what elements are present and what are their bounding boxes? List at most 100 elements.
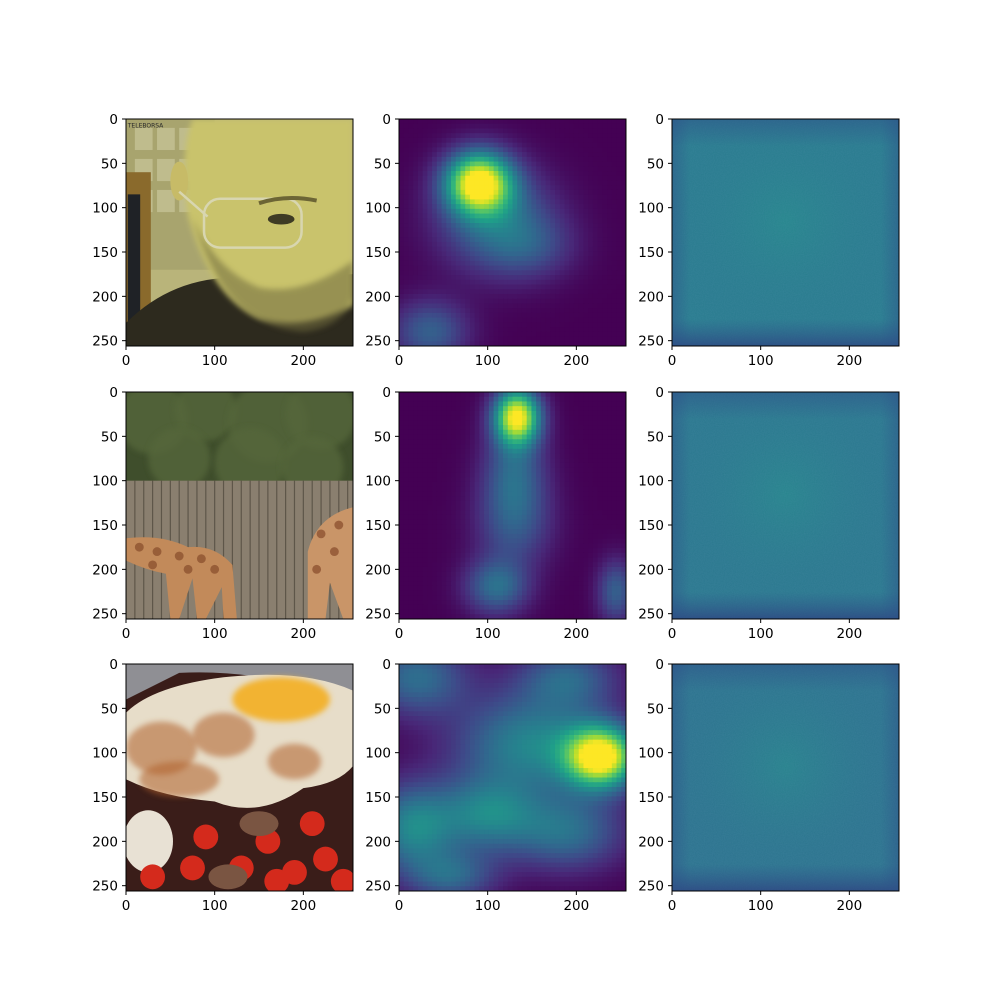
heatmap-cell	[536, 147, 542, 153]
heatmap-cell	[578, 289, 585, 295]
heatmap-cell	[545, 420, 551, 426]
heatmap-cell	[578, 156, 585, 163]
heatmap-cell	[507, 571, 514, 578]
heatmap-cell	[484, 529, 490, 535]
heatmap-cell	[578, 392, 585, 398]
heatmap-cell	[498, 293, 504, 300]
heatmap-cell	[432, 410, 438, 417]
heatmap-cell	[436, 152, 443, 158]
heatmap-cell	[403, 256, 410, 262]
heatmap-cell	[583, 208, 589, 215]
heatmap-cell	[399, 180, 405, 186]
heatmap-cell	[597, 581, 603, 587]
heatmap-cell	[417, 284, 424, 290]
heatmap-cell	[602, 336, 608, 342]
heatmap-cell	[455, 538, 462, 544]
heatmap-cell	[469, 237, 476, 243]
heatmap-cell	[465, 500, 471, 507]
heatmap-cell	[517, 123, 523, 130]
heatmap-cell	[526, 581, 533, 587]
heatmap-cell	[436, 123, 443, 130]
heatmap-cell	[432, 260, 438, 267]
heatmap-cell	[455, 510, 462, 516]
heatmap-cell	[616, 453, 622, 459]
heatmap-cell	[517, 415, 523, 421]
heatmap-cell	[592, 322, 599, 328]
heatmap-cell	[403, 128, 410, 134]
heatmap-cell	[550, 524, 556, 530]
heatmap-cell	[550, 664, 556, 670]
heatmap-cell	[498, 500, 504, 507]
heatmap-cell	[545, 317, 551, 323]
heatmap-cell	[564, 171, 570, 177]
heatmap-cell	[597, 406, 603, 412]
heatmap-cell	[573, 171, 580, 177]
heatmap-cell	[441, 119, 447, 125]
heatmap-cell	[422, 519, 428, 526]
heatmap-cell	[607, 562, 613, 568]
heatmap-cell	[432, 123, 438, 130]
heatmap-cell	[550, 308, 556, 314]
heatmap-cell	[545, 458, 551, 464]
heatmap-cell	[507, 317, 514, 323]
heatmap-cell	[578, 322, 585, 328]
heatmap-cell	[559, 270, 566, 276]
heatmap-cell	[583, 251, 589, 257]
heatmap-cell	[488, 420, 495, 426]
heatmap-cell	[460, 500, 466, 507]
egg-yolk	[232, 677, 330, 722]
reconstruction-edge-side	[672, 392, 899, 619]
heatmap-cell	[455, 223, 462, 229]
heatmap-cell	[526, 439, 533, 445]
heatmap-cell	[564, 308, 570, 314]
heatmap-cell	[422, 420, 428, 426]
heatmap-cell	[399, 668, 405, 675]
heatmap-cell	[536, 218, 542, 224]
heatmap-cell	[507, 128, 514, 134]
x-tick-label: 200	[563, 626, 589, 642]
heatmap-cell	[616, 510, 622, 516]
heatmap-cell	[578, 557, 585, 563]
heatmap-cell	[432, 128, 438, 134]
heatmap-cell	[413, 156, 419, 163]
heatmap-cell	[597, 538, 603, 544]
heatmap-cell	[422, 552, 428, 559]
heatmap-cell	[531, 322, 537, 328]
heatmap-cell	[436, 453, 443, 459]
heatmap-cell	[512, 303, 518, 309]
heatmap-cell	[399, 673, 405, 679]
heatmap-cell	[422, 133, 428, 139]
heatmap-cell	[455, 171, 462, 177]
heatmap-cell	[441, 260, 447, 267]
heatmap-cell	[432, 161, 438, 167]
heatmap-cell	[451, 439, 457, 445]
heatmap-cell	[573, 218, 580, 224]
heatmap-cell	[550, 189, 556, 196]
heatmap-cell	[446, 552, 452, 559]
y-tick-label: 150	[92, 518, 118, 534]
heatmap-cell	[507, 289, 514, 295]
heatmap-cell	[573, 481, 580, 488]
heatmap-cell	[465, 425, 471, 431]
heatmap-cell	[578, 241, 585, 248]
heatmap-cell	[469, 194, 476, 200]
heatmap-cell	[507, 308, 514, 314]
heatmap-cell	[488, 327, 495, 333]
heatmap-cell	[512, 571, 518, 578]
heatmap-cell	[474, 171, 480, 177]
heatmap-cell	[583, 500, 589, 507]
heatmap-cell	[427, 223, 433, 229]
heatmap-cell	[503, 213, 509, 219]
heatmap-cell	[441, 232, 447, 238]
heatmap-cell	[488, 500, 495, 507]
heatmap-cell	[432, 585, 438, 592]
heatmap-cell	[507, 227, 514, 234]
heatmap-cell	[597, 673, 603, 679]
heatmap-cell	[408, 519, 414, 526]
heatmap-cell	[427, 439, 433, 445]
heatmap-cell	[451, 524, 457, 530]
heatmap-cell	[607, 194, 613, 200]
heatmap-cell	[488, 524, 495, 530]
heatmap-cell	[583, 548, 589, 554]
heatmap-cell	[446, 208, 452, 215]
